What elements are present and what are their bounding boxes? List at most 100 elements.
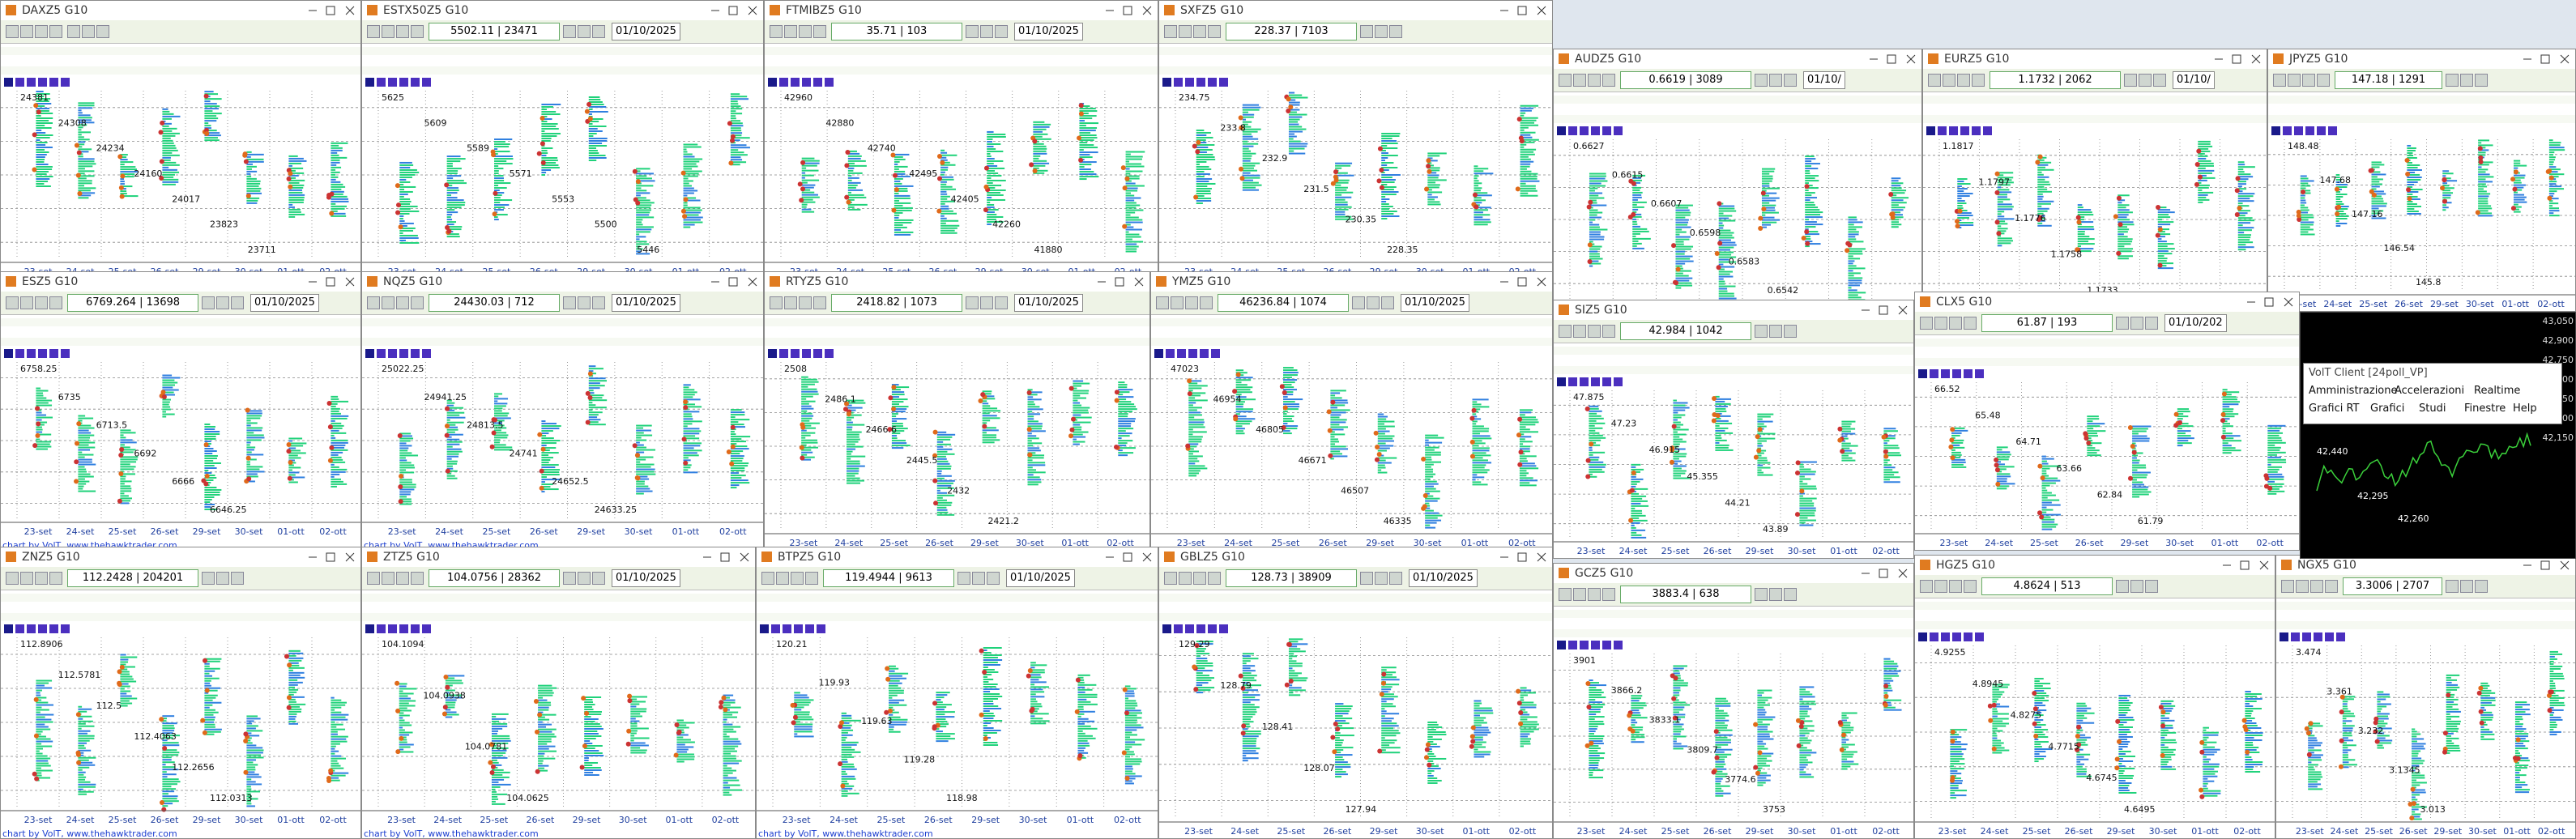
toolbar-button[interactable] [1559,74,1572,87]
date-field[interactable]: 01/10/2025 [250,294,319,312]
toolbar-button[interactable] [1928,74,1941,87]
toolbar-button[interactable] [1934,317,1947,330]
date-field[interactable]: 01/10/202 [2164,314,2227,332]
toolbar-button[interactable] [1573,325,1586,338]
toolbar-button[interactable] [1588,74,1601,87]
maximize-button[interactable] [326,277,335,287]
toolbar-button[interactable] [995,25,1008,38]
date-field[interactable]: 01/10/ [2173,71,2215,89]
close-button[interactable] [2284,297,2293,307]
toolbar-button[interactable] [791,572,804,585]
toolbar-button[interactable] [2124,74,2137,87]
toolbar-button[interactable] [592,572,605,585]
toolbar-button[interactable] [2288,74,2301,87]
toolbar-button[interactable] [1375,25,1388,38]
close-button[interactable] [345,277,355,287]
toolbar-button[interactable] [35,25,48,38]
date-field[interactable]: 01/10/2025 [612,23,680,40]
date-field[interactable]: 01/10/2025 [1401,294,1469,312]
toolbar-button[interactable] [1784,74,1797,87]
toolbar-button[interactable] [578,296,591,309]
maximize-button[interactable] [2264,297,2274,307]
close-button[interactable] [1537,277,1546,287]
toolbar-button[interactable] [1943,74,1955,87]
close-button[interactable] [748,277,757,287]
maximize-button[interactable] [728,6,738,15]
toolbar-button[interactable] [396,25,409,38]
toolbar-button[interactable] [770,296,783,309]
toolbar-button[interactable] [20,296,33,309]
close-button[interactable] [1906,54,1916,64]
toolbar-button[interactable] [987,572,1000,585]
toolbar-button[interactable] [216,572,229,585]
toolbar-button[interactable] [592,296,605,309]
toolbar-button[interactable] [1200,296,1213,309]
toolbar-button[interactable] [1602,325,1615,338]
toolbar-button[interactable] [231,296,244,309]
toolbar-button[interactable] [799,296,812,309]
maximize-button[interactable] [1123,6,1132,15]
toolbar-button[interactable] [2130,317,2143,330]
maximize-button[interactable] [1879,305,1888,315]
toolbar-button[interactable] [49,572,62,585]
toolbar-button[interactable] [49,25,62,38]
toolbar-button[interactable] [805,572,818,585]
toolbar-button[interactable] [813,25,826,38]
close-button[interactable] [2251,54,2261,64]
toolbar-button[interactable] [1559,325,1572,338]
toolbar-button[interactable] [957,572,970,585]
toolbar-button[interactable] [216,296,229,309]
toolbar-button[interactable] [980,25,993,38]
toolbar-button[interactable] [1164,25,1177,38]
toolbar-button[interactable] [966,25,979,38]
toolbar-button[interactable] [35,296,48,309]
toolbar-button[interactable] [396,572,409,585]
close-button[interactable] [1142,6,1152,15]
toolbar-button[interactable] [367,572,380,585]
toolbar-button[interactable] [1171,296,1184,309]
toolbar-button[interactable] [1352,296,1365,309]
toolbar-button[interactable] [411,572,424,585]
toolbar-button[interactable] [396,296,409,309]
toolbar-button[interactable] [799,25,812,38]
toolbar-button[interactable] [6,572,19,585]
close-button[interactable] [2560,54,2570,64]
toolbar-button[interactable] [980,296,993,309]
maximize-button[interactable] [728,277,738,287]
close-button[interactable] [748,6,757,15]
toolbar-button[interactable] [563,25,576,38]
maximize-button[interactable] [1115,277,1124,287]
toolbar-button[interactable] [411,25,424,38]
toolbar-button[interactable] [6,25,19,38]
toolbar-button[interactable] [563,572,576,585]
maximize-button[interactable] [1517,277,1527,287]
toolbar-button[interactable] [202,296,215,309]
toolbar-button[interactable] [1179,25,1192,38]
toolbar-button[interactable] [1972,74,1985,87]
maximize-button[interactable] [2232,54,2241,64]
toolbar-button[interactable] [995,296,1008,309]
toolbar-button[interactable] [2460,74,2473,87]
toolbar-button[interactable] [2446,74,2459,87]
toolbar-button[interactable] [2145,317,2158,330]
date-field[interactable]: 01/10/2025 [1014,294,1083,312]
toolbar-button[interactable] [1185,296,1198,309]
toolbar-button[interactable] [1949,317,1962,330]
toolbar-button[interactable] [2153,74,2166,87]
date-field[interactable]: 01/10/2025 [1014,23,1083,40]
toolbar-button[interactable] [2273,74,2286,87]
toolbar-button[interactable] [231,572,244,585]
close-button[interactable] [1898,305,1908,315]
toolbar-button[interactable] [813,296,826,309]
close-button[interactable] [1142,552,1152,562]
toolbar-button[interactable] [1920,317,1933,330]
maximize-button[interactable] [326,6,335,15]
toolbar-button[interactable] [35,572,48,585]
close-button[interactable] [345,552,355,562]
toolbar-button[interactable] [2317,74,2330,87]
date-field[interactable]: 01/10/2025 [1006,569,1075,587]
toolbar-button[interactable] [966,296,979,309]
date-field[interactable]: 01/10/2025 [612,569,680,587]
toolbar-button[interactable] [1602,74,1615,87]
toolbar-button[interactable] [382,296,395,309]
